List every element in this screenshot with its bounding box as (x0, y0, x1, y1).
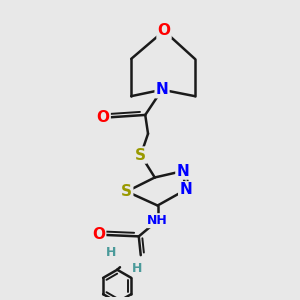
Text: N: N (176, 164, 189, 178)
Text: S: S (121, 184, 132, 199)
Text: O: O (158, 23, 170, 38)
Text: N: N (156, 82, 168, 97)
Text: O: O (92, 227, 105, 242)
Text: NH: NH (147, 214, 168, 227)
Text: H: H (132, 262, 142, 275)
Text: N: N (179, 182, 192, 197)
Text: H: H (106, 246, 116, 259)
Text: O: O (97, 110, 110, 125)
Text: S: S (135, 148, 146, 163)
